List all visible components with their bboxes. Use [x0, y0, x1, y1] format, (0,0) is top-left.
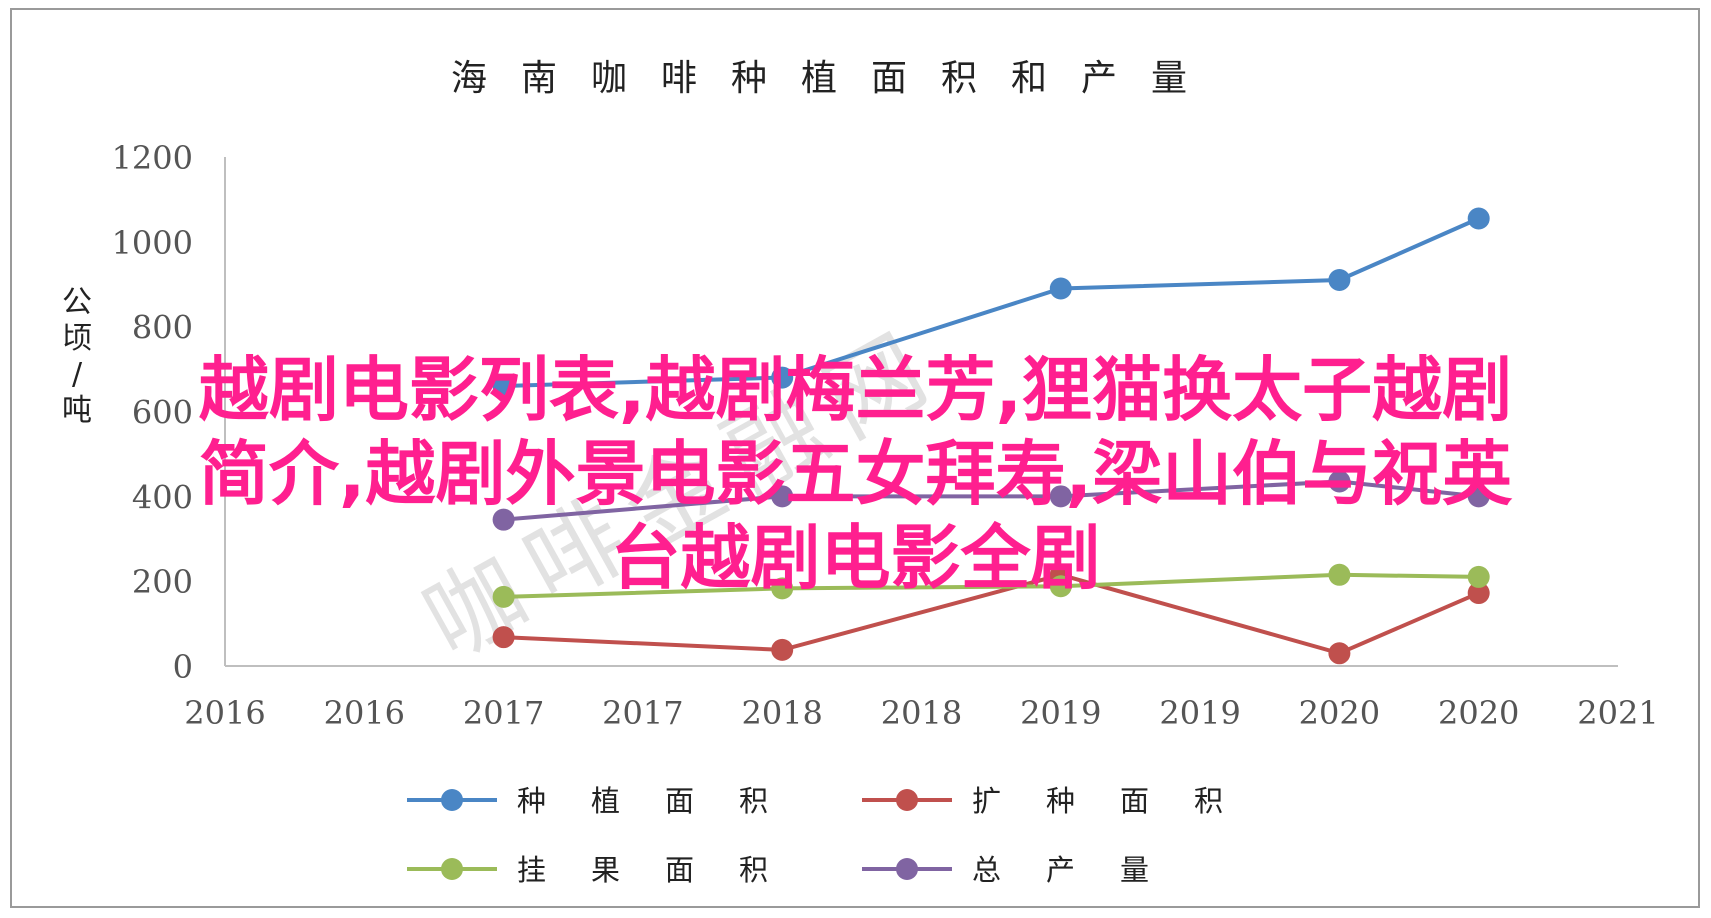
y-tick-label: 1200 — [112, 139, 193, 177]
series-layer — [492, 207, 1490, 665]
x-tick-label: 2018 — [741, 694, 822, 732]
y-axis-label-char: 公 — [62, 285, 92, 320]
y-axis-label: 公顷/吨 — [62, 285, 92, 428]
x-tick-label: 2019 — [1020, 694, 1101, 732]
x-tick-label: 2021 — [1577, 694, 1658, 732]
data-point — [1049, 485, 1072, 508]
legend-swatch-marker — [441, 858, 463, 880]
x-tick-label: 2017 — [463, 694, 544, 732]
data-point — [492, 508, 515, 531]
x-tick-label: 2017 — [602, 694, 683, 732]
legend-label: 总产量 — [972, 853, 1194, 887]
legend-swatch-marker — [896, 789, 918, 811]
data-point — [1328, 470, 1351, 493]
data-point — [492, 585, 515, 608]
data-point — [1049, 575, 1072, 598]
data-point — [1328, 563, 1351, 586]
x-tick-label: 2020 — [1438, 694, 1519, 732]
y-tick-label: 600 — [132, 394, 193, 432]
legend-label: 扩种面积 — [972, 784, 1268, 818]
data-point — [771, 577, 794, 600]
chart-frame — [10, 8, 1700, 908]
data-point — [492, 626, 515, 649]
data-point — [771, 638, 794, 661]
data-point — [1328, 642, 1351, 665]
y-tick-label: 1000 — [112, 224, 193, 262]
x-tick-label: 2020 — [1299, 694, 1380, 732]
y-axis-label-char: 顷 — [62, 321, 92, 356]
y-tick-label: 0 — [173, 648, 193, 686]
y-axis-label-char: 吨 — [62, 393, 92, 428]
y-tick-label: 400 — [132, 478, 193, 516]
x-tick-label: 2016 — [184, 694, 265, 732]
y-axis-label-char: / — [72, 357, 83, 392]
data-point — [1467, 485, 1490, 508]
legend-swatch-marker — [441, 789, 463, 811]
data-point — [771, 485, 794, 508]
data-point — [1467, 565, 1490, 588]
data-point — [771, 366, 794, 389]
y-tick-label: 800 — [132, 309, 193, 347]
legend-swatch-marker — [896, 858, 918, 880]
data-point — [1467, 582, 1490, 605]
data-point — [492, 375, 515, 398]
y-tick-label: 200 — [132, 563, 193, 601]
x-tick-label: 2016 — [324, 694, 405, 732]
series-line — [503, 216, 1480, 389]
x-tick-label: 2018 — [881, 694, 962, 732]
data-point — [1467, 207, 1490, 230]
data-point — [1049, 277, 1072, 300]
x-tick-label: 2019 — [1159, 694, 1240, 732]
legend-label: 种植面积 — [517, 784, 813, 818]
chart-title: 海南咖啡种植面积和产量 — [451, 58, 1221, 99]
legend-label: 挂果面积 — [517, 853, 813, 887]
data-point — [1328, 269, 1351, 292]
axes: 0 200 400 600 800 1000 1200 2016 2016 2017 2017 201… — [62, 139, 1659, 732]
